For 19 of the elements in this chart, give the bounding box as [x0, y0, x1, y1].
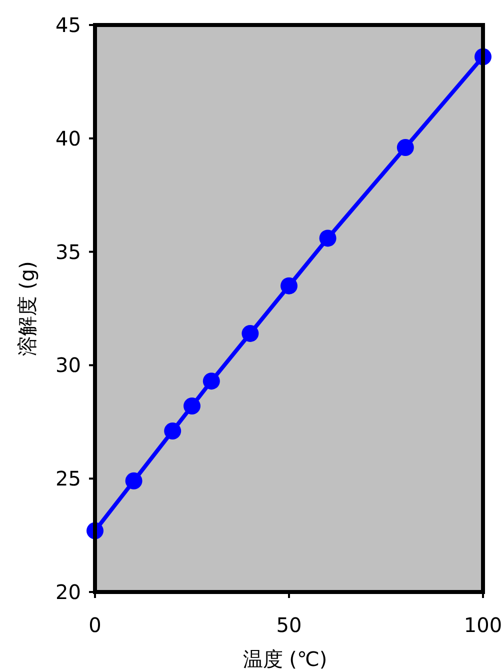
y-tick-label: 35	[56, 240, 81, 264]
point	[164, 422, 182, 440]
point	[202, 372, 220, 390]
point	[184, 398, 200, 415]
y-axis-title: 溶解度 (g)	[15, 261, 39, 356]
y-tick-label: 45	[56, 13, 81, 37]
y-tick-label: 25	[56, 466, 81, 491]
point	[319, 230, 336, 247]
point	[280, 277, 298, 294]
x-tick-label: 0	[88, 613, 102, 637]
x-tick-label: 100	[464, 613, 502, 637]
y-tick-label: 20	[56, 580, 81, 604]
y-tick-label: 40	[56, 126, 81, 150]
point	[125, 472, 142, 490]
point	[242, 324, 259, 342]
x-axis-title: 温度 (℃)	[242, 647, 328, 670]
point	[396, 138, 414, 156]
y-tick-label: 30	[56, 353, 81, 378]
x-tick-label: 50	[276, 613, 302, 637]
